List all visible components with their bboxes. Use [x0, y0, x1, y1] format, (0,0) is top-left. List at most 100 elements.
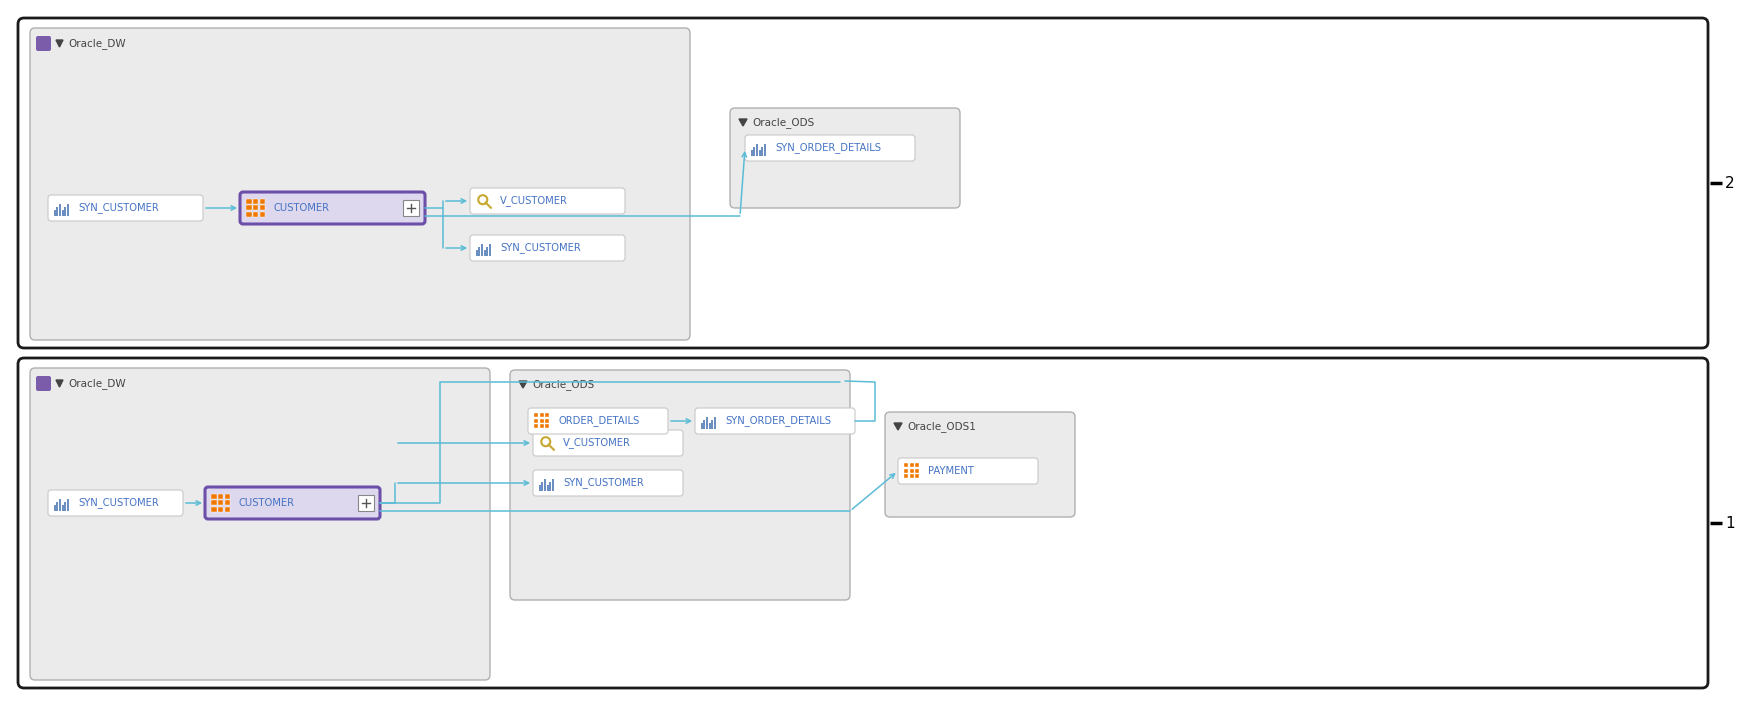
Bar — [539, 486, 541, 491]
Bar — [904, 469, 908, 472]
Text: 2: 2 — [1725, 176, 1736, 190]
Polygon shape — [518, 381, 527, 388]
Bar — [546, 419, 550, 423]
Bar — [478, 247, 480, 256]
Bar — [476, 250, 478, 256]
Bar — [710, 424, 711, 429]
Bar — [539, 413, 544, 417]
Bar — [534, 424, 539, 428]
Bar — [217, 493, 223, 498]
Bar — [546, 413, 550, 417]
FancyBboxPatch shape — [240, 192, 424, 224]
Text: CUSTOMER: CUSTOMER — [238, 498, 296, 508]
Bar — [224, 507, 230, 512]
Bar — [706, 417, 708, 429]
FancyBboxPatch shape — [532, 470, 683, 496]
Bar — [64, 207, 66, 216]
Bar — [711, 420, 713, 429]
Bar — [550, 482, 551, 491]
Bar — [259, 212, 264, 217]
Bar — [212, 500, 217, 505]
Bar — [756, 144, 758, 156]
Text: Oracle_DW: Oracle_DW — [68, 38, 125, 49]
Bar — [212, 493, 217, 498]
FancyBboxPatch shape — [205, 487, 381, 519]
Text: Oracle_ODS: Oracle_ODS — [751, 117, 814, 128]
Bar — [539, 424, 544, 428]
Bar — [539, 419, 544, 423]
Text: ORDER_DETAILS: ORDER_DETAILS — [558, 415, 640, 427]
FancyBboxPatch shape — [17, 358, 1708, 688]
FancyBboxPatch shape — [885, 412, 1075, 517]
Bar — [66, 204, 70, 216]
Bar — [544, 479, 546, 491]
Bar — [358, 495, 374, 511]
Bar — [259, 199, 264, 204]
FancyBboxPatch shape — [696, 408, 856, 434]
Bar — [247, 212, 252, 217]
Bar — [915, 463, 920, 467]
Text: SYN_CUSTOMER: SYN_CUSTOMER — [78, 498, 158, 508]
Text: Oracle_ODS: Oracle_ODS — [532, 379, 595, 390]
Bar — [63, 505, 64, 511]
Text: V_CUSTOMER: V_CUSTOMER — [501, 195, 569, 207]
Bar — [751, 150, 753, 156]
Bar — [403, 200, 419, 216]
Text: SYN_CUSTOMER: SYN_CUSTOMER — [501, 243, 581, 254]
FancyBboxPatch shape — [529, 408, 668, 434]
FancyBboxPatch shape — [470, 188, 624, 214]
Bar — [546, 424, 550, 428]
FancyBboxPatch shape — [730, 108, 960, 208]
Text: SYN_CUSTOMER: SYN_CUSTOMER — [78, 202, 158, 214]
FancyBboxPatch shape — [744, 135, 915, 161]
FancyBboxPatch shape — [49, 490, 183, 516]
Bar — [59, 499, 61, 511]
Bar — [66, 499, 70, 511]
Text: PAYMENT: PAYMENT — [929, 466, 974, 476]
Bar — [758, 150, 762, 156]
Bar — [904, 463, 908, 467]
FancyBboxPatch shape — [30, 368, 490, 680]
Text: CUSTOMER: CUSTOMER — [273, 203, 330, 213]
Bar — [254, 205, 257, 210]
Bar — [212, 507, 217, 512]
Bar — [548, 486, 550, 491]
FancyBboxPatch shape — [37, 376, 50, 391]
Bar — [63, 210, 64, 216]
Text: Oracle_ODS1: Oracle_ODS1 — [908, 421, 976, 432]
Bar — [762, 147, 763, 156]
Bar — [224, 493, 230, 498]
FancyBboxPatch shape — [37, 36, 50, 51]
Bar — [254, 212, 257, 217]
Bar — [54, 210, 56, 216]
Bar — [715, 417, 716, 429]
Bar — [915, 469, 920, 472]
Bar — [56, 207, 59, 216]
Text: Oracle_DW: Oracle_DW — [68, 378, 125, 389]
Text: SYN_CUSTOMER: SYN_CUSTOMER — [563, 477, 643, 489]
Bar — [482, 244, 483, 256]
Bar — [217, 507, 223, 512]
Bar — [904, 474, 908, 478]
Bar — [254, 199, 257, 204]
Polygon shape — [56, 40, 63, 47]
FancyBboxPatch shape — [897, 458, 1038, 484]
Text: SYN_ORDER_DETAILS: SYN_ORDER_DETAILS — [776, 142, 882, 154]
Bar — [64, 502, 66, 511]
Bar — [489, 244, 490, 256]
Bar — [703, 420, 706, 429]
Bar — [763, 144, 765, 156]
Bar — [915, 474, 920, 478]
Polygon shape — [894, 423, 903, 430]
Bar — [59, 204, 61, 216]
Bar — [534, 419, 539, 423]
Bar — [217, 500, 223, 505]
FancyBboxPatch shape — [17, 18, 1708, 348]
FancyBboxPatch shape — [30, 28, 690, 340]
FancyBboxPatch shape — [470, 235, 624, 261]
Bar — [487, 247, 489, 256]
FancyBboxPatch shape — [49, 195, 203, 221]
FancyBboxPatch shape — [532, 430, 683, 456]
Bar — [247, 199, 252, 204]
Bar — [909, 463, 913, 467]
